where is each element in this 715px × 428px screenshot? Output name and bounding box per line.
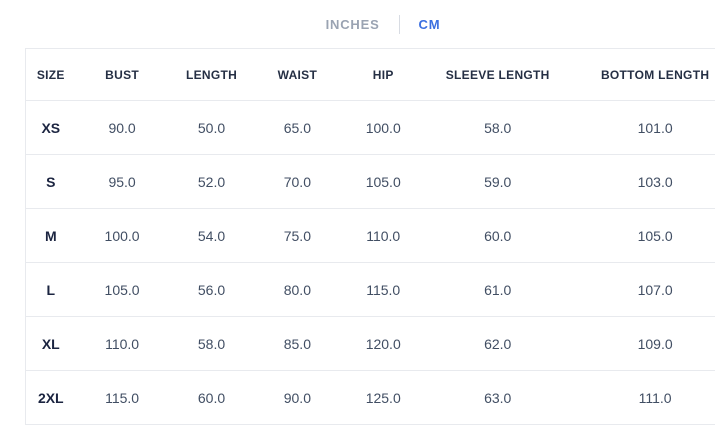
measurement-value: 115.0 xyxy=(75,370,169,425)
measurement-value: 58.0 xyxy=(426,100,570,155)
measurement-value: 85.0 xyxy=(254,316,341,371)
measurement-value: 115.0 xyxy=(340,262,427,317)
table-row: M 100.0 54.0 75.0 110.0 60.0 105.0 xyxy=(25,208,715,263)
measurement-value: 58.0 xyxy=(168,316,255,371)
measurement-value: 111.0 xyxy=(569,370,715,425)
measurement-value: 100.0 xyxy=(340,100,427,155)
measurement-value: 60.0 xyxy=(426,208,570,263)
measurement-value: 105.0 xyxy=(340,154,427,209)
measurement-value: 60.0 xyxy=(168,370,255,425)
measurement-value: 80.0 xyxy=(254,262,341,317)
measurement-value: 103.0 xyxy=(569,154,715,209)
unit-toggle-inches[interactable]: INCHES xyxy=(322,15,384,34)
table-row: XS 90.0 50.0 65.0 100.0 58.0 101.0 xyxy=(25,100,715,155)
measurement-value: 63.0 xyxy=(426,370,570,425)
measurement-value: 109.0 xyxy=(569,316,715,371)
measurement-value: 65.0 xyxy=(254,100,341,155)
unit-toggle-cm[interactable]: CM xyxy=(415,15,445,34)
table-row: XL 110.0 58.0 85.0 120.0 62.0 109.0 xyxy=(25,316,715,371)
measurement-value: 105.0 xyxy=(75,262,169,317)
measurement-value: 54.0 xyxy=(168,208,255,263)
measurement-value: 125.0 xyxy=(340,370,427,425)
size-label: 2XL xyxy=(25,370,76,425)
unit-toggle: INCHES CM xyxy=(25,0,715,48)
column-header: LENGTH xyxy=(168,48,255,101)
column-header: SLEEVE LENGTH xyxy=(426,48,570,101)
measurement-value: 59.0 xyxy=(426,154,570,209)
measurement-value: 120.0 xyxy=(340,316,427,371)
table-body: XS 90.0 50.0 65.0 100.0 58.0 101.0 S 95.0 52.0 70.… xyxy=(25,100,715,425)
measurement-value: 56.0 xyxy=(168,262,255,317)
column-header: HIP xyxy=(340,48,427,101)
size-label: M xyxy=(25,208,76,263)
measurement-value: 90.0 xyxy=(254,370,341,425)
size-chart-panel: INCHES CM SIZE BUST LENGTH WAIST HIP SLEEVE L… xyxy=(25,0,715,425)
column-header: BOTTOM LENGTH xyxy=(569,48,715,101)
measurement-value: 95.0 xyxy=(75,154,169,209)
measurement-value: 75.0 xyxy=(254,208,341,263)
column-header: WAIST xyxy=(254,48,341,101)
measurement-value: 52.0 xyxy=(168,154,255,209)
table-row: S 95.0 52.0 70.0 105.0 59.0 103.0 xyxy=(25,154,715,209)
table-row: L 105.0 56.0 80.0 115.0 61.0 107.0 xyxy=(25,262,715,317)
measurement-value: 105.0 xyxy=(569,208,715,263)
measurement-value: 90.0 xyxy=(75,100,169,155)
measurement-value: 100.0 xyxy=(75,208,169,263)
column-header: SIZE xyxy=(25,48,76,101)
table-header: SIZE BUST LENGTH WAIST HIP SLEEVE LENGTH BOTTO… xyxy=(25,48,715,101)
measurement-value: 70.0 xyxy=(254,154,341,209)
toggle-divider xyxy=(398,14,400,34)
measurement-value: 61.0 xyxy=(426,262,570,317)
size-label: XL xyxy=(25,316,76,371)
measurement-value: 62.0 xyxy=(426,316,570,371)
size-chart-table: SIZE BUST LENGTH WAIST HIP SLEEVE LENGTH BOTTO… xyxy=(25,48,715,425)
size-label: S xyxy=(25,154,76,209)
measurement-value: 107.0 xyxy=(569,262,715,317)
header-row: SIZE BUST LENGTH WAIST HIP SLEEVE LENGTH BOTTO… xyxy=(25,48,715,101)
measurement-value: 101.0 xyxy=(569,100,715,155)
table-row: 2XL 115.0 60.0 90.0 125.0 63.0 111.0 xyxy=(25,370,715,425)
measurement-value: 50.0 xyxy=(168,100,255,155)
size-label: L xyxy=(25,262,76,317)
column-header: BUST xyxy=(75,48,169,101)
measurement-value: 110.0 xyxy=(75,316,169,371)
size-label: XS xyxy=(25,100,76,155)
measurement-value: 110.0 xyxy=(340,208,427,263)
